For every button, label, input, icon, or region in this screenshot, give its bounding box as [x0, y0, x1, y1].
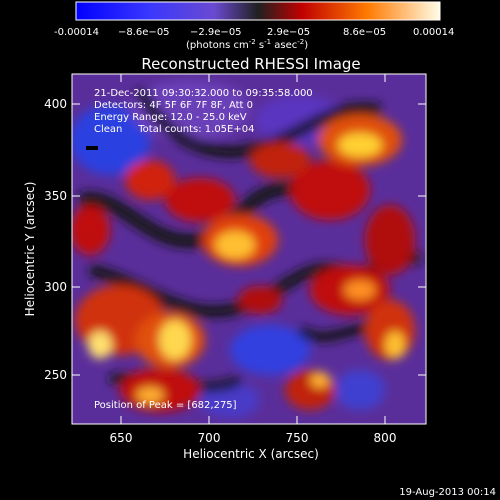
colorbar-tick-label: 2.9e−05: [267, 27, 310, 38]
rhessi-image: [72, 74, 426, 424]
colorbar-gradient: [75, 1, 441, 21]
y-tick-label: 350: [44, 189, 67, 203]
y-tick-label: 400: [44, 97, 67, 111]
x-axis-label: Heliocentric X (arcsec): [183, 447, 319, 461]
y-axis-label: Heliocentric Y (arcsec): [23, 182, 37, 317]
x-tick-label: 750: [286, 431, 309, 445]
plot-title: Reconstructed RHESSI Image: [141, 55, 360, 73]
info-line: Energy Range: 12.0 - 25.0 keV: [94, 112, 247, 123]
colorbar: -0.00014 −8.6e−05 −2.9e−05 2.9e−05 8.6e−…: [54, 1, 454, 51]
axis-ticks: [72, 74, 426, 424]
colorbar-tick-label: 0.00014: [413, 27, 454, 38]
colorbar-tick-label: -0.00014: [54, 27, 99, 38]
info-line: Clean Total counts: 1.05E+04: [94, 124, 254, 135]
y-tick-labels: 250 300 350 400: [44, 97, 67, 382]
x-tick-labels: 650 700 750 800: [110, 431, 397, 445]
x-tick-label: 800: [374, 431, 397, 445]
colorbar-tick-label: 8.6e−05: [343, 27, 386, 38]
info-line: 21-Dec-2011 09:30:32.000 to 09:35:58.000: [94, 88, 313, 99]
colorbar-units: (photons cm-2 s-1 asec-2): [186, 38, 308, 51]
info-text: 21-Dec-2011 09:30:32.000 to 09:35:58.000…: [94, 88, 313, 411]
plot-frame: [71, 73, 427, 425]
info-line: Detectors: 4F 5F 6F 7F 8F, Att 0: [94, 100, 253, 111]
x-tick-label: 650: [110, 431, 133, 445]
y-tick-label: 250: [44, 368, 67, 382]
x-tick-label: 700: [198, 431, 221, 445]
y-tick-label: 300: [44, 280, 67, 294]
date-stamp: 19-Aug-2013 00:14: [399, 487, 496, 498]
colorbar-tick-label: −8.6e−05: [118, 27, 170, 38]
peak-label: Position of Peak = [682,275]: [94, 400, 237, 411]
colorbar-tick-label: −2.9e−05: [190, 27, 242, 38]
marker: [86, 146, 98, 150]
